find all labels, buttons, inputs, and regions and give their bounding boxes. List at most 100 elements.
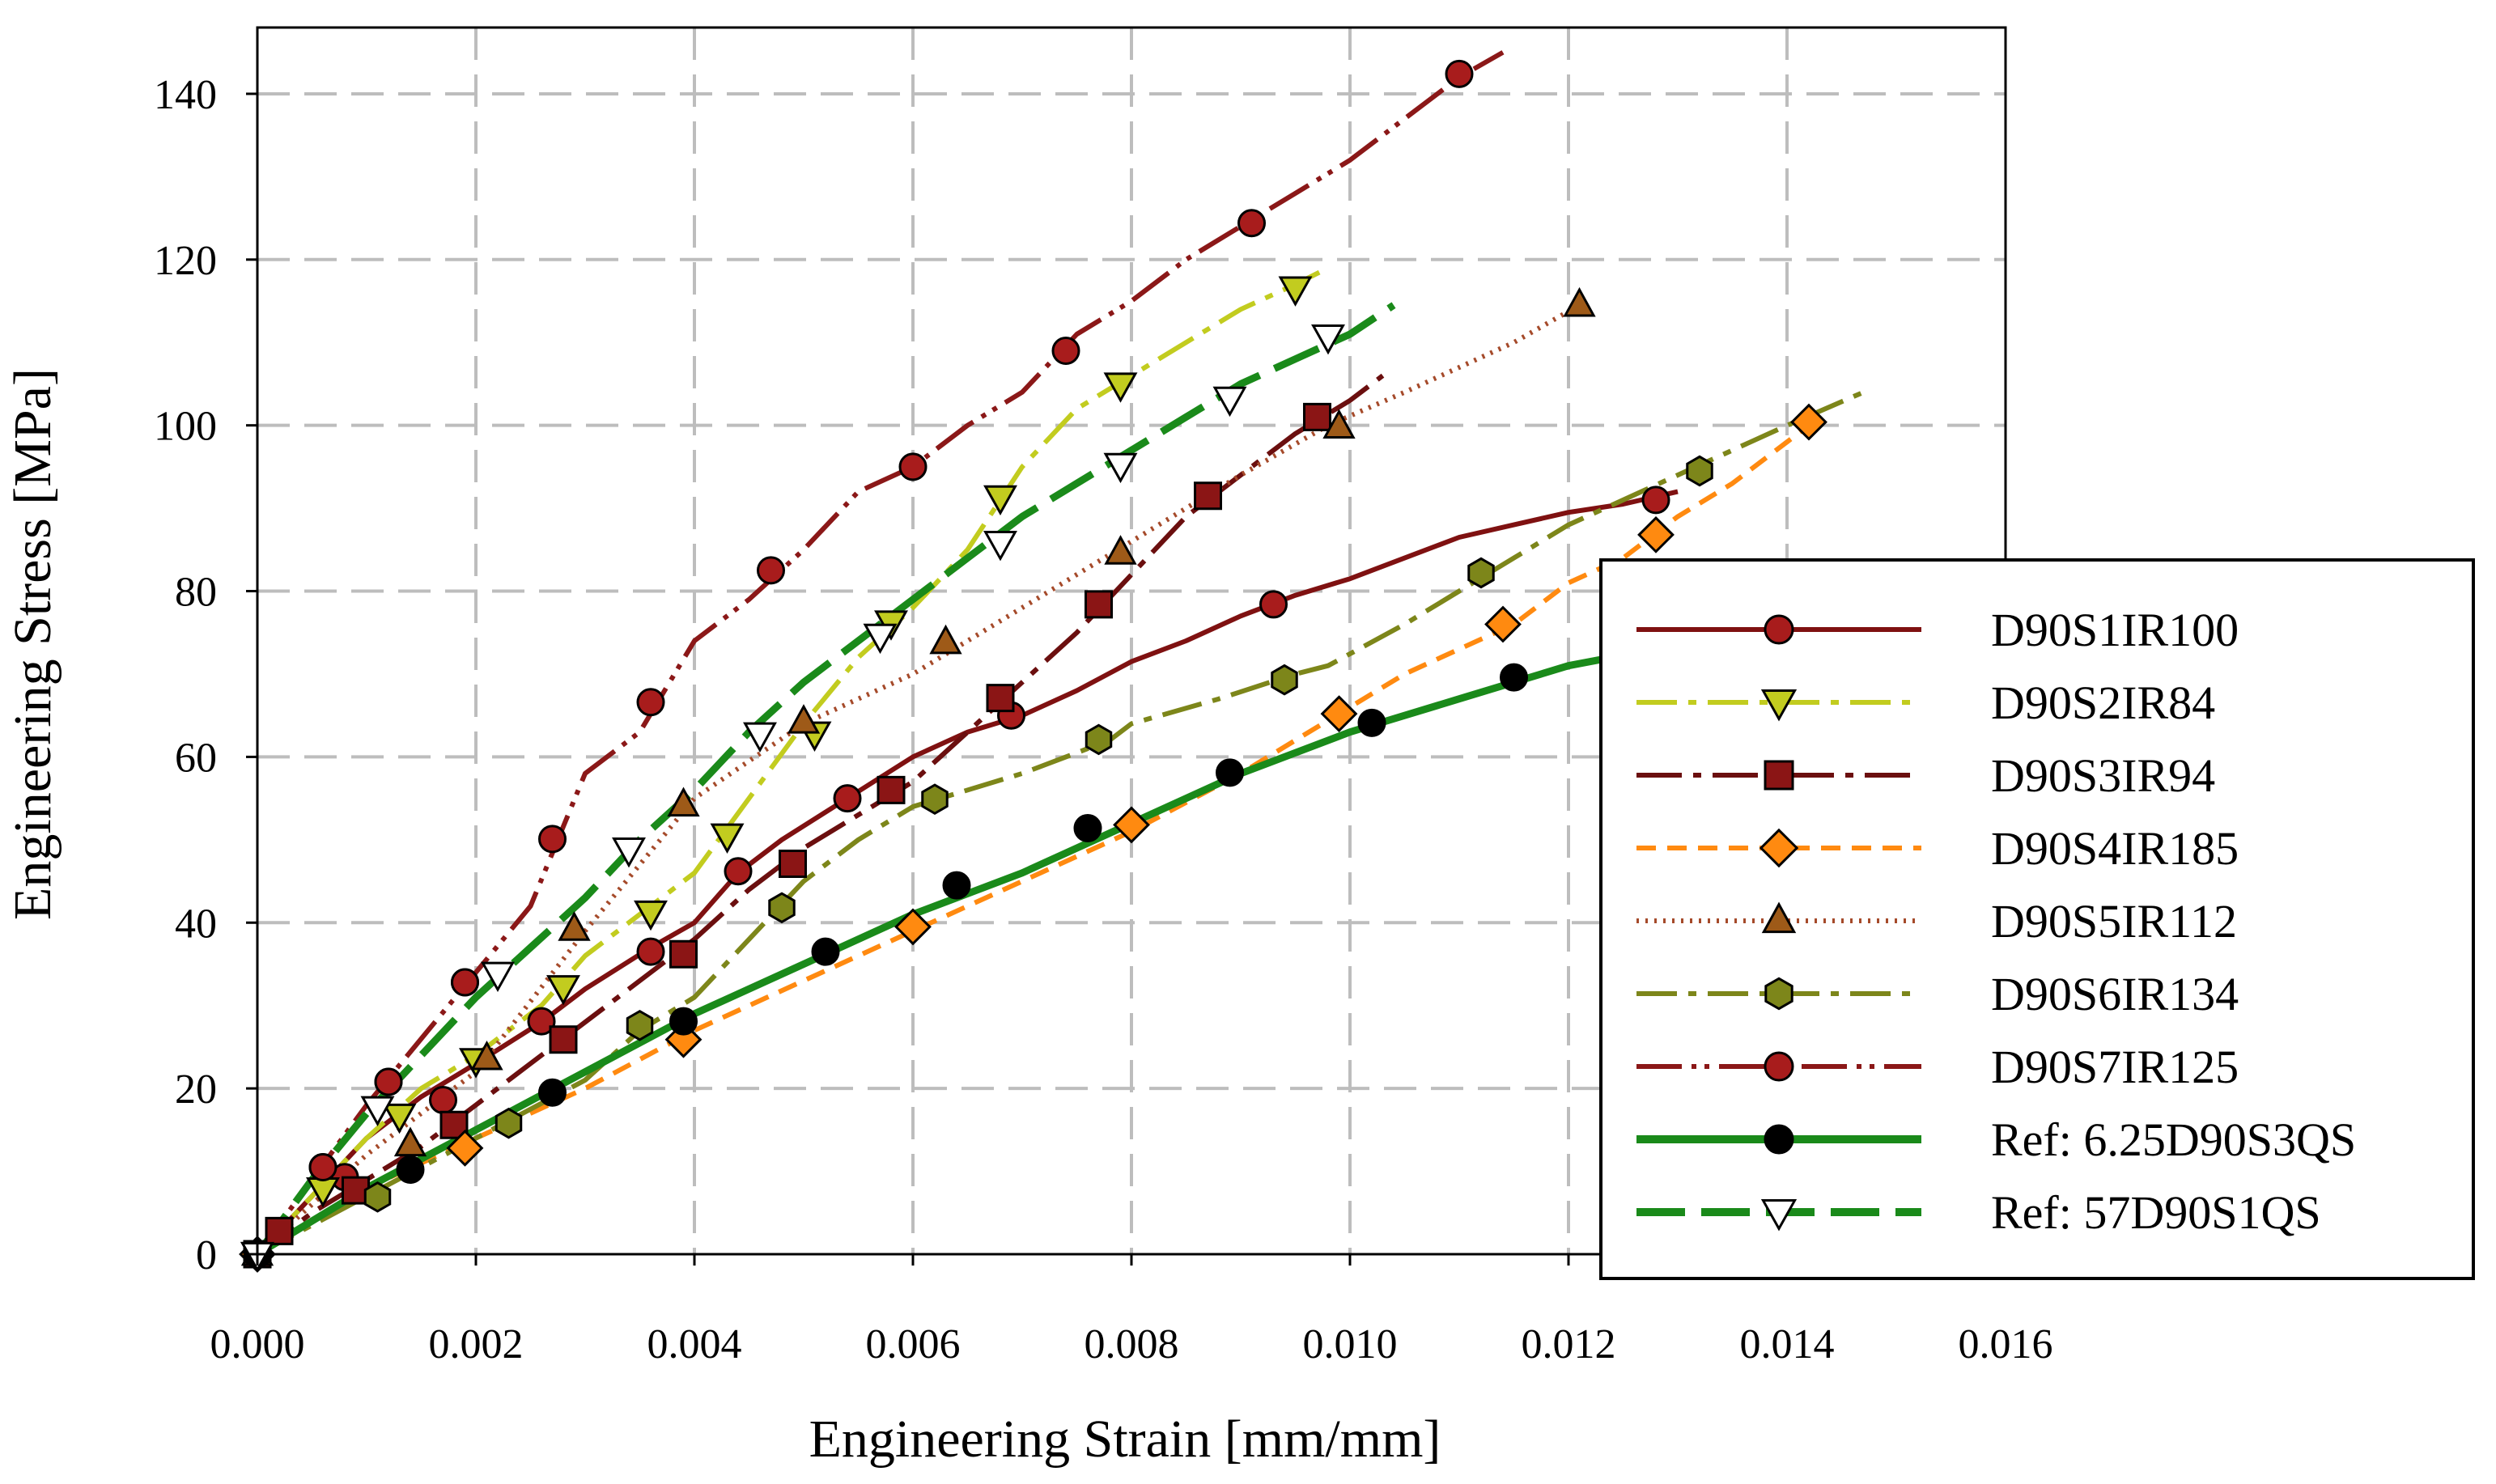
data-point-d90s5ir112	[1104, 535, 1137, 565]
data-point-ref-6-25d90s3qs	[1357, 708, 1386, 737]
data-point-ref-6-25d90s3qs	[811, 937, 840, 966]
data-point-d90s6ir134	[1085, 723, 1113, 756]
data-point-d90s4ir185	[894, 908, 932, 946]
data-point-d90s6ir134	[626, 1009, 654, 1041]
data-point-ref-57d90s1qs	[1103, 452, 1138, 484]
data-point-d90s5ir112	[787, 704, 821, 734]
grid-lines	[257, 28, 2006, 1254]
data-point-ref-6-25d90s3qs	[538, 1078, 567, 1107]
data-point-d90s1ir100	[1641, 485, 1670, 515]
data-point-d90s4ir185	[1320, 695, 1358, 733]
legend-marker-d90s3ir94	[1764, 760, 1794, 791]
data-point-d90s3ir94	[779, 850, 807, 879]
y-axis-ticks: 0 20 40 60 80 100 120 140	[154, 72, 257, 1278]
legend-marker-d90s1ir100	[1764, 614, 1794, 645]
y-tick-label: 0	[196, 1232, 217, 1278]
series-line-ref-57d90s1qs	[254, 302, 1396, 1257]
y-tick-label: 80	[175, 570, 217, 616]
legend-label-ref-57d90s1qs: Ref: 57D90S1QS	[1991, 1186, 2321, 1239]
data-point-d90s7ir125	[374, 1067, 403, 1096]
data-point-d90s6ir134	[495, 1107, 523, 1139]
data-point-d90s4ir185	[1637, 515, 1675, 553]
data-point-ref-6-25d90s3qs	[1216, 758, 1244, 787]
data-point-d90s6ir134	[1686, 455, 1713, 487]
data-point-d90s1ir100	[724, 857, 753, 886]
data-point-ref-6-25d90s3qs	[942, 871, 971, 900]
y-tick-label: 140	[154, 72, 217, 118]
data-point-d90s4ir185	[1484, 605, 1522, 643]
data-point-d90s7ir125	[538, 825, 567, 854]
data-point-d90s6ir134	[768, 892, 796, 924]
y-tick-label: 60	[175, 735, 217, 781]
x-tick-label: 0.016	[1959, 1321, 2053, 1367]
data-point-ref-57d90s1qs	[743, 722, 777, 753]
data-point-d90s7ir125	[898, 452, 928, 481]
x-tick-label: 0.000	[210, 1321, 305, 1367]
data-point-ref-57d90s1qs	[360, 1096, 395, 1126]
y-tick-label: 20	[175, 1066, 217, 1113]
data-point-d90s2ir84	[983, 485, 1017, 516]
data-point-ref-57d90s1qs	[1311, 324, 1345, 355]
data-point-d90s3ir94	[549, 1025, 578, 1054]
x-tick-label: 0.012	[1522, 1321, 1616, 1367]
legend-marker-d90s5ir112	[1761, 901, 1797, 934]
legend-marker-d90s4ir185	[1759, 828, 1799, 868]
x-tick-label: 0.002	[429, 1321, 524, 1367]
data-point-ref-57d90s1qs	[1212, 386, 1247, 418]
legend-label-d90s3ir94: D90S3IR94	[1991, 749, 2215, 802]
legend-marker-d90s6ir134	[1764, 977, 1793, 1011]
data-point-d90s1ir100	[429, 1085, 457, 1114]
data-point-d90s1ir100	[833, 784, 862, 813]
y-tick-label: 120	[154, 238, 217, 284]
data-point-d90s2ir84	[1278, 276, 1313, 307]
data-point-d90s3ir94	[1194, 481, 1222, 511]
y-axis-title: Engineering Stress [MPa]	[3, 368, 62, 920]
data-point-d90s2ir84	[710, 823, 745, 854]
data-point-d90s7ir125	[636, 688, 665, 717]
legend-marker-d90s7ir125	[1764, 1051, 1794, 1082]
data-point-ref-6-25d90s3qs	[669, 1007, 698, 1036]
data-point-d90s3ir94	[877, 775, 906, 804]
legend-label-d90s1ir100: D90S1IR100	[1991, 604, 2239, 656]
x-tick-label: 0.014	[1740, 1321, 1835, 1367]
data-point-ref-57d90s1qs	[612, 837, 646, 868]
legend-label-d90s6ir134: D90S6IR134	[1991, 968, 2239, 1020]
legend-label-d90s4ir185: D90S4IR185	[1991, 822, 2239, 875]
data-point-d90s5ir112	[1563, 286, 1596, 317]
data-point-d90s1ir100	[527, 1007, 556, 1036]
data-point-ref-57d90s1qs	[481, 961, 515, 993]
data-point-d90s2ir84	[1103, 372, 1138, 403]
legend-marker-d90s2ir84	[1760, 689, 1798, 722]
data-point-ref-6-25d90s3qs	[396, 1155, 425, 1185]
data-point-d90s3ir94	[669, 939, 698, 969]
data-point-d90s4ir185	[1113, 806, 1150, 844]
data-point-d90s7ir125	[1237, 209, 1266, 238]
series-line-d90s1ir100	[255, 489, 1679, 1257]
x-tick-label: 0.004	[647, 1321, 742, 1367]
legend-label-d90s7ir125: D90S7IR125	[1991, 1041, 2239, 1093]
data-point-d90s7ir125	[451, 968, 479, 997]
legend-label-d90s2ir84: D90S2IR84	[1991, 676, 2215, 729]
data-point-d90s3ir94	[1085, 590, 1113, 619]
data-point-d90s5ir112	[470, 1040, 503, 1071]
x-axis-ticks: 0.000 0.002 0.004 0.006 0.008 0.010 0.012 0.014…	[210, 1254, 2053, 1367]
legend-label-d90s5ir112: D90S5IR112	[1991, 895, 2237, 948]
x-tick-label: 0.010	[1303, 1321, 1398, 1367]
legend-label-ref-6-25d90s3qs: Ref: 6.25D90S3QS	[1991, 1113, 2356, 1166]
legend-marker-ref-57d90s1qs	[1760, 1199, 1798, 1232]
data-point-d90s6ir134	[1467, 557, 1495, 589]
data-point-d90s4ir185	[1790, 403, 1827, 441]
data-point-d90s6ir134	[1271, 664, 1298, 696]
y-tick-label: 100	[154, 404, 217, 450]
data-point-d90s5ir112	[929, 624, 962, 655]
data-point-d90s5ir112	[667, 787, 700, 817]
data-point-d90s2ir84	[634, 900, 668, 931]
legend: D90S1IR100 D90S2IR84 D90S3IR94 D90S4IR185 D9…	[1599, 558, 2475, 1280]
x-tick-label: 0.006	[866, 1321, 961, 1367]
x-tick-label: 0.008	[1085, 1321, 1179, 1367]
data-point-d90s3ir94	[986, 684, 1015, 713]
data-point-d90s2ir84	[546, 975, 580, 1006]
data-point-d90s3ir94	[265, 1216, 294, 1245]
data-point-ref-57d90s1qs	[983, 531, 1017, 562]
